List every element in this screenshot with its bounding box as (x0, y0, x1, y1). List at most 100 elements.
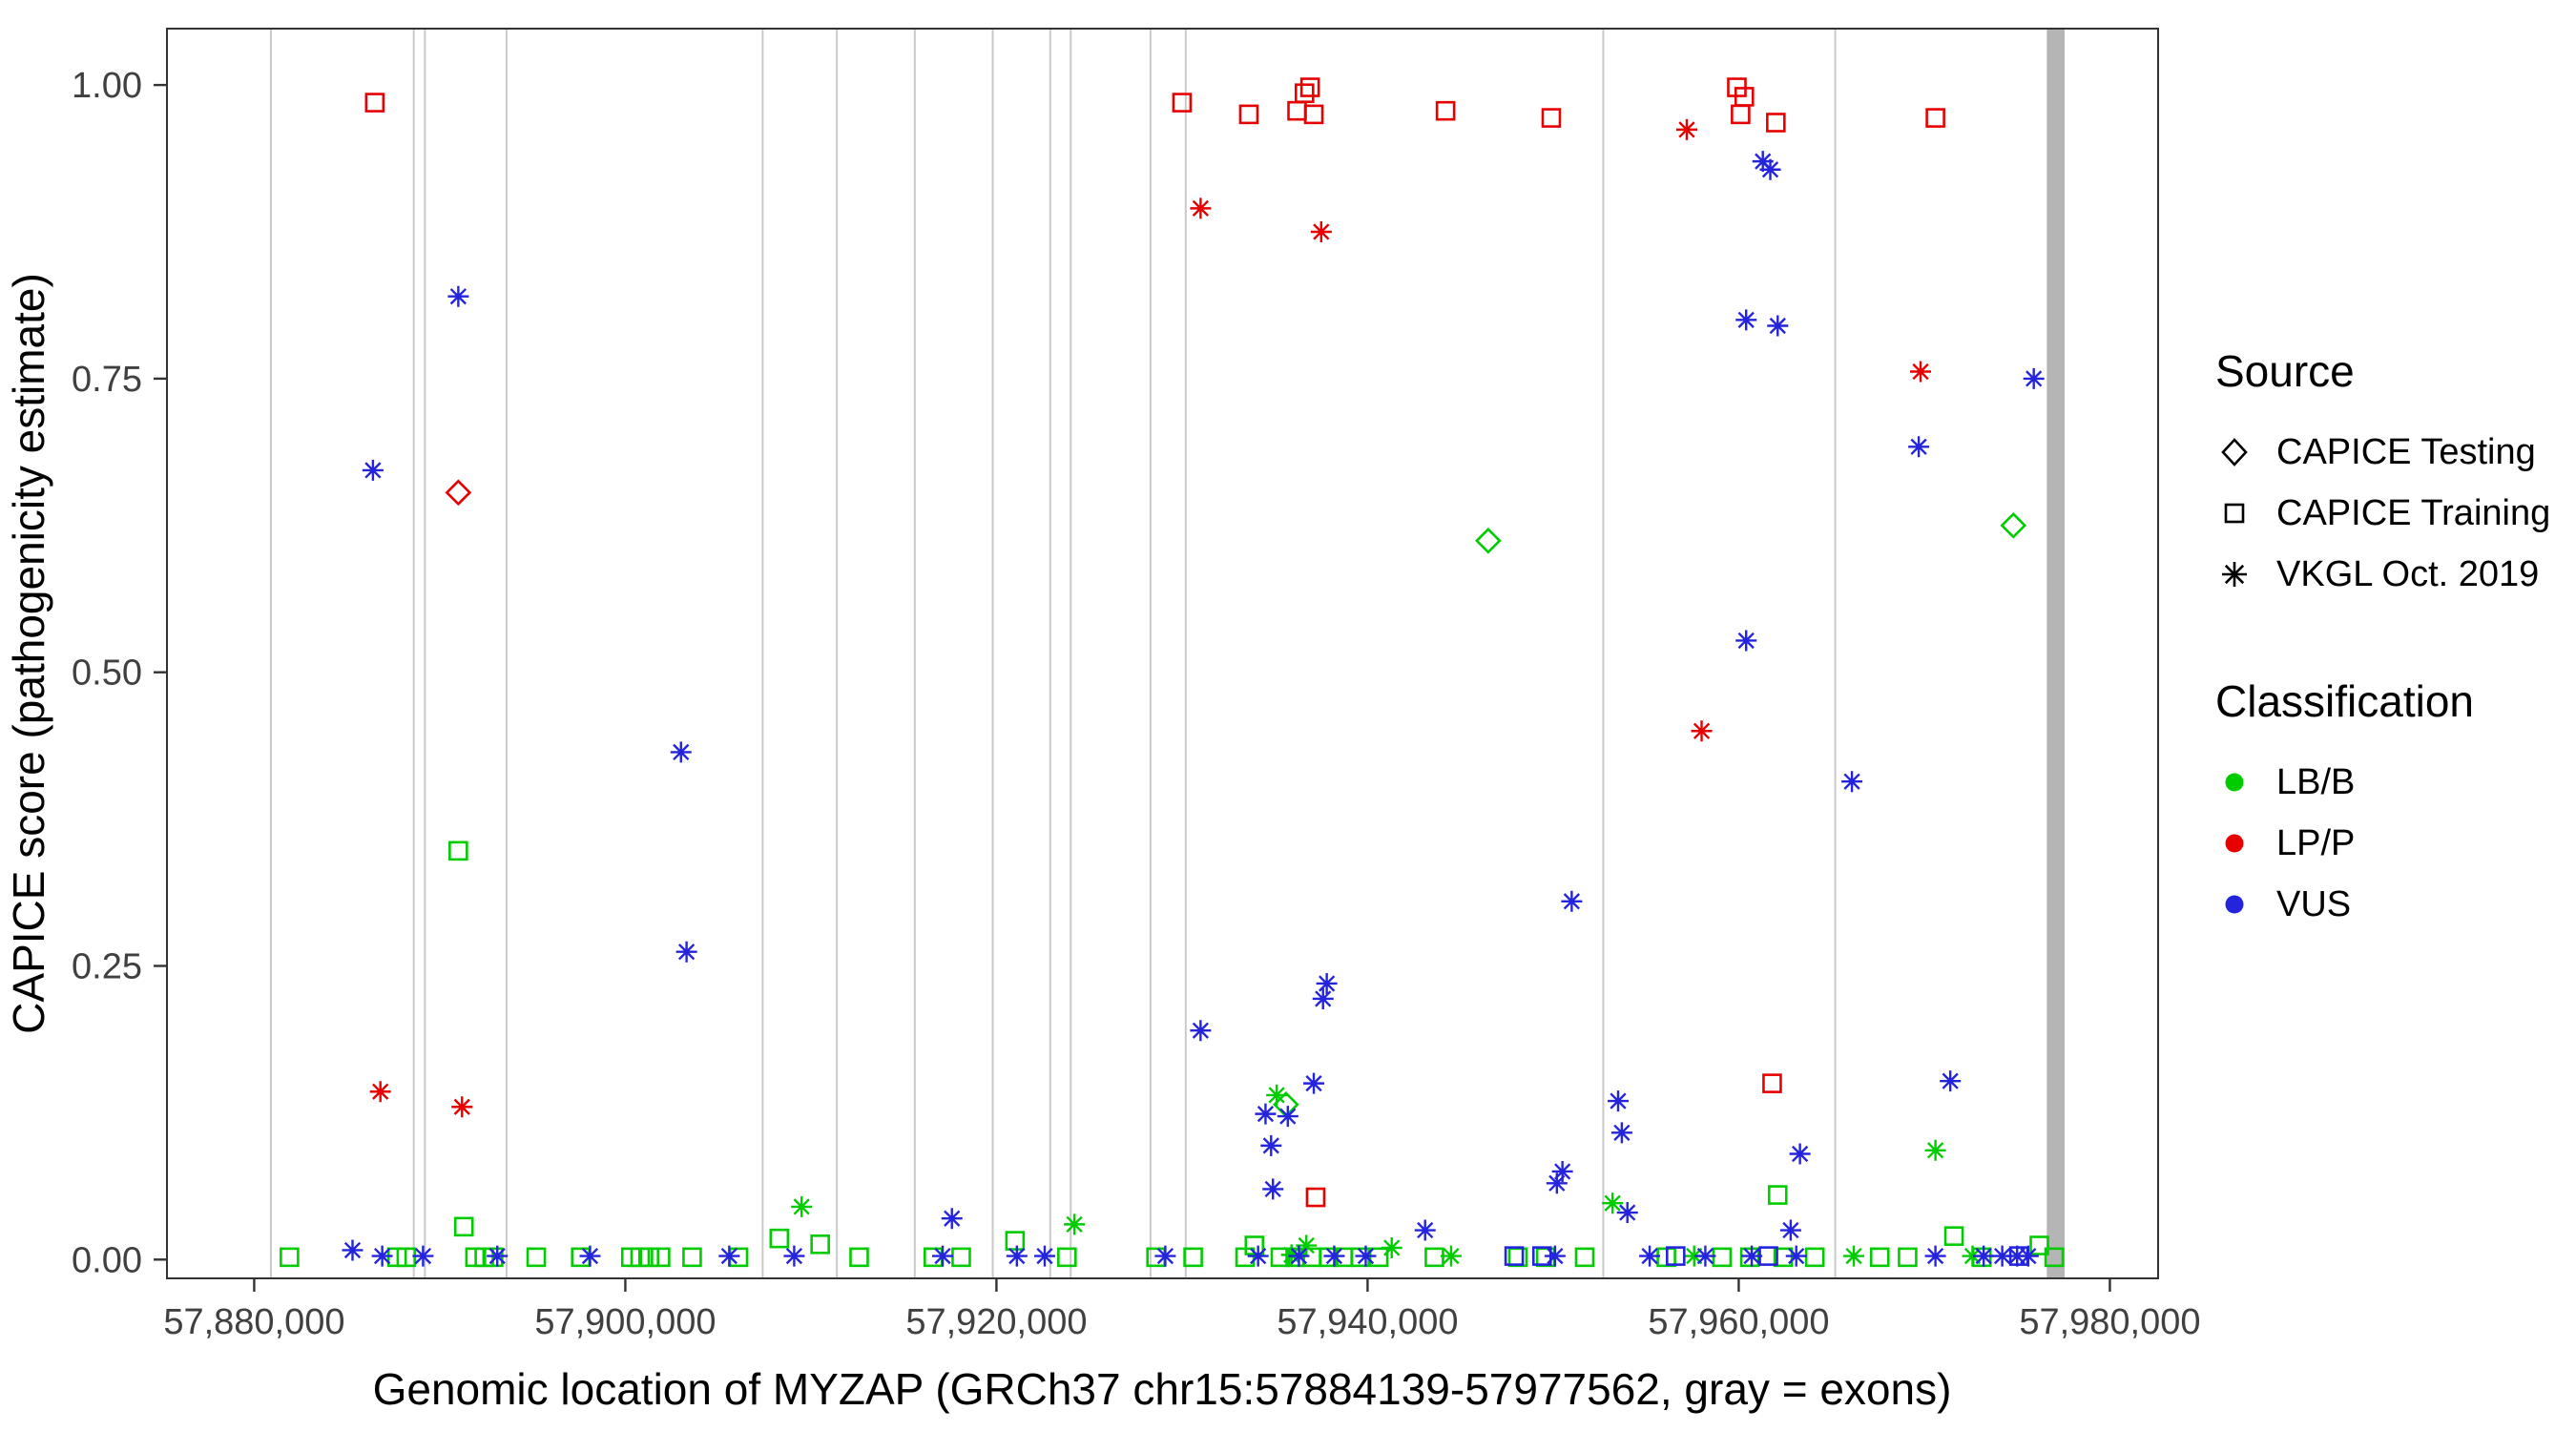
data-point-asterisk (1610, 1122, 1632, 1144)
data-point-asterisk (932, 1245, 954, 1267)
axes: 57,880,000 57,900,000 57,920,000 57,940,000… (72, 66, 2200, 1342)
data-point-asterisk (1262, 1178, 1284, 1200)
data-point-square (849, 1247, 869, 1268)
data-point-asterisk (1280, 1244, 1302, 1266)
legend-item-vus: VUS (2215, 874, 2568, 935)
data-point-square (1504, 1246, 1525, 1266)
data-point-asterisk (1310, 220, 1332, 242)
data-point-square (1731, 104, 1751, 125)
data-point-asterisk (362, 459, 384, 481)
data-point-asterisk (1675, 118, 1697, 140)
data-point-square (2029, 1235, 2049, 1255)
data-point-asterisk (1154, 1245, 1176, 1267)
data-point-asterisk (1683, 1245, 1705, 1267)
data-point-asterisk (1277, 1106, 1298, 1128)
data-point-diamond (2000, 511, 2027, 539)
data-points (280, 77, 2065, 1268)
data-point-asterisk (1616, 1202, 1638, 1224)
data-point-asterisk (412, 1245, 434, 1267)
data-point-asterisk (371, 1245, 393, 1267)
data-point-square (651, 1247, 671, 1268)
data-point-asterisk (1440, 1245, 1462, 1267)
data-point-square (1541, 108, 1562, 128)
legend-item-label: LP/P (2276, 822, 2356, 863)
y-tick-label: 0.75 (72, 360, 142, 400)
data-point-square (2044, 1247, 2065, 1268)
data-point-asterisk (1190, 1020, 1212, 1042)
data-point-asterisk (1759, 158, 1781, 180)
data-point-asterisk (451, 1096, 473, 1118)
data-point-asterisk (342, 1239, 364, 1261)
data-point-asterisk (1546, 1172, 1568, 1194)
data-point-asterisk (2006, 1245, 2028, 1267)
data-point-square (1057, 1247, 1077, 1268)
data-point-asterisk (1551, 1160, 1573, 1182)
data-point-diamond (1475, 527, 1502, 554)
data-point-square (1235, 1247, 1256, 1268)
data-point-diamond (445, 479, 472, 507)
data-point-asterisk (783, 1245, 805, 1267)
data-point-square (396, 1247, 417, 1268)
data-point-square (1925, 108, 1945, 128)
data-point-square (682, 1247, 702, 1268)
data-point-square (1971, 1247, 1992, 1268)
data-point-asterisk (369, 1081, 391, 1103)
data-point-square (1574, 1247, 1595, 1268)
legend-item-lbb: LB/B (2215, 752, 2568, 813)
data-point-square (1005, 1231, 1026, 1251)
legend-item-lpp: LP/P (2215, 813, 2568, 874)
data-point-asterisk (1752, 151, 1774, 173)
green-dot-icon (2225, 773, 2244, 792)
data-point-asterisk (1033, 1245, 1055, 1267)
exon-regions (269, 29, 2066, 1278)
data-point-asterisk (447, 285, 469, 307)
data-point-asterisk (718, 1245, 740, 1267)
x-tick-label: 57,960,000 (1648, 1302, 1829, 1342)
data-point-asterisk (1064, 1213, 1086, 1235)
y-tick-label: 0.00 (72, 1240, 142, 1280)
legend-item-vkgl: VKGL Oct. 2019 (2215, 544, 2568, 605)
data-point-asterisk (1266, 1084, 1288, 1106)
x-tick-label: 57,920,000 (905, 1302, 1087, 1342)
data-point-square (1531, 1246, 1552, 1266)
data-point-asterisk (1789, 1143, 1811, 1165)
square-key-icon (2224, 503, 2245, 524)
data-point-square (1270, 1247, 1291, 1268)
data-point-square (2008, 1246, 2029, 1266)
legend-item-label: CAPICE Training (2276, 492, 2551, 533)
data-point-asterisk (1312, 987, 1334, 1009)
data-point-asterisk (1910, 361, 1932, 383)
legend-item-capice-training: CAPICE Training (2215, 483, 2568, 544)
data-point-square (280, 1247, 300, 1268)
data-point-square (1758, 1246, 1778, 1266)
data-point-asterisk (1767, 315, 1789, 337)
data-point-square (951, 1247, 971, 1268)
exon-block (2046, 29, 2066, 1278)
data-point-square (639, 1247, 660, 1268)
legend-item-label: VUS (2276, 883, 2352, 924)
data-point-square (526, 1247, 547, 1268)
data-point-asterisk (579, 1245, 601, 1267)
x-tick-label: 57,880,000 (163, 1302, 344, 1342)
data-point-square (484, 1247, 504, 1268)
data-point-asterisk (1741, 1245, 1763, 1267)
data-point-square (1294, 83, 1315, 104)
data-point-square (1766, 113, 1786, 133)
data-point-asterisk (1735, 630, 1757, 652)
data-point-asterisk (1316, 972, 1338, 994)
data-point-asterisk (1841, 771, 1863, 793)
data-point-asterisk (1260, 1134, 1282, 1156)
data-point-square (1773, 1247, 1794, 1268)
legend-source-section: Source CAPICE Testing CAPICE Training VK… (2215, 345, 2568, 605)
data-point-square (1424, 1247, 1444, 1268)
data-point-asterisk (1381, 1236, 1402, 1258)
data-point-asterisk (1255, 1103, 1277, 1125)
legend-item-label: CAPICE Testing (2276, 431, 2536, 472)
data-point-asterisk (1691, 720, 1713, 742)
y-tick-label: 0.25 (72, 947, 142, 987)
data-point-asterisk (1779, 1219, 1801, 1241)
data-point-square (1183, 1247, 1203, 1268)
data-point-asterisk (2023, 367, 2045, 389)
